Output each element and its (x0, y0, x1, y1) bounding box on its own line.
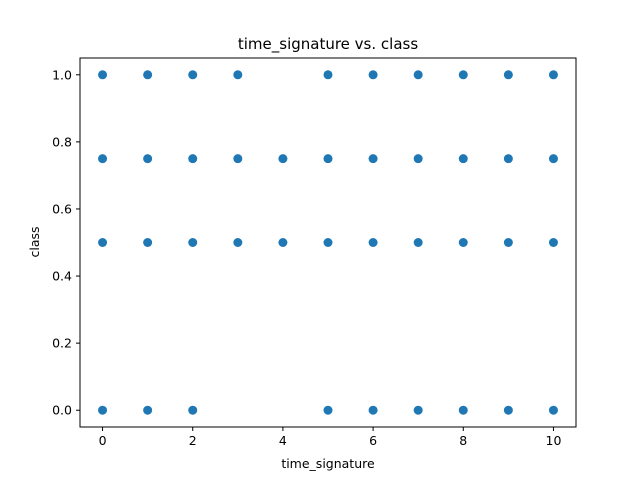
data-point (413, 238, 423, 247)
x-tick-label: 10 (546, 433, 562, 448)
data-point (503, 405, 513, 415)
data-point (143, 154, 153, 164)
y-tick-label: 0.0 (52, 403, 72, 418)
data-point (98, 70, 108, 80)
data-point (368, 154, 378, 164)
data-point (98, 238, 108, 247)
data-point (458, 405, 468, 415)
y-tick-label: 0.8 (52, 134, 72, 149)
data-point (548, 238, 558, 247)
data-point (143, 238, 153, 247)
data-point (143, 70, 153, 80)
data-point (368, 405, 378, 415)
data-point (413, 154, 423, 164)
data-point (503, 70, 513, 80)
x-axis: 0 2 4 6 8 10 (99, 427, 562, 448)
data-point (278, 238, 288, 247)
data-point (323, 405, 333, 415)
data-point (188, 70, 198, 80)
data-point (233, 238, 243, 247)
chart-title: time_signature vs. class (238, 35, 418, 54)
y-tick-label: 0.2 (52, 336, 72, 351)
data-point (188, 405, 198, 415)
data-point (233, 70, 243, 80)
x-axis-label: time_signature (281, 456, 375, 471)
x-tick-label: 2 (189, 433, 197, 448)
data-point (458, 238, 468, 247)
data-point (413, 70, 423, 80)
data-point (548, 70, 558, 80)
data-point (548, 154, 558, 164)
data-point (98, 405, 108, 415)
data-point (458, 70, 468, 80)
x-tick-label: 4 (279, 433, 287, 448)
data-point (98, 154, 108, 164)
data-point (323, 70, 333, 80)
data-point (368, 70, 378, 80)
data-point (368, 238, 378, 247)
data-point (413, 405, 423, 415)
data-point (143, 405, 153, 415)
data-point (503, 238, 513, 247)
y-tick-label: 1.0 (52, 67, 72, 82)
data-point (503, 154, 513, 164)
y-tick-label: 0.6 (52, 201, 72, 216)
y-axis-label: class (27, 226, 42, 257)
data-point (323, 238, 333, 247)
y-axis: 0.0 0.2 0.4 0.6 0.8 1.0 (52, 67, 80, 418)
y-tick-label: 0.4 (52, 269, 72, 284)
x-tick-label: 8 (459, 433, 467, 448)
x-tick-label: 6 (369, 433, 377, 448)
points-layer (98, 70, 558, 415)
data-point (548, 405, 558, 415)
x-tick-label: 0 (99, 433, 107, 448)
plot-frame (79, 57, 577, 428)
data-point (323, 154, 333, 164)
data-point (188, 154, 198, 164)
data-point (233, 154, 243, 164)
data-point (458, 154, 468, 164)
data-point (188, 238, 198, 247)
data-point (278, 154, 288, 164)
